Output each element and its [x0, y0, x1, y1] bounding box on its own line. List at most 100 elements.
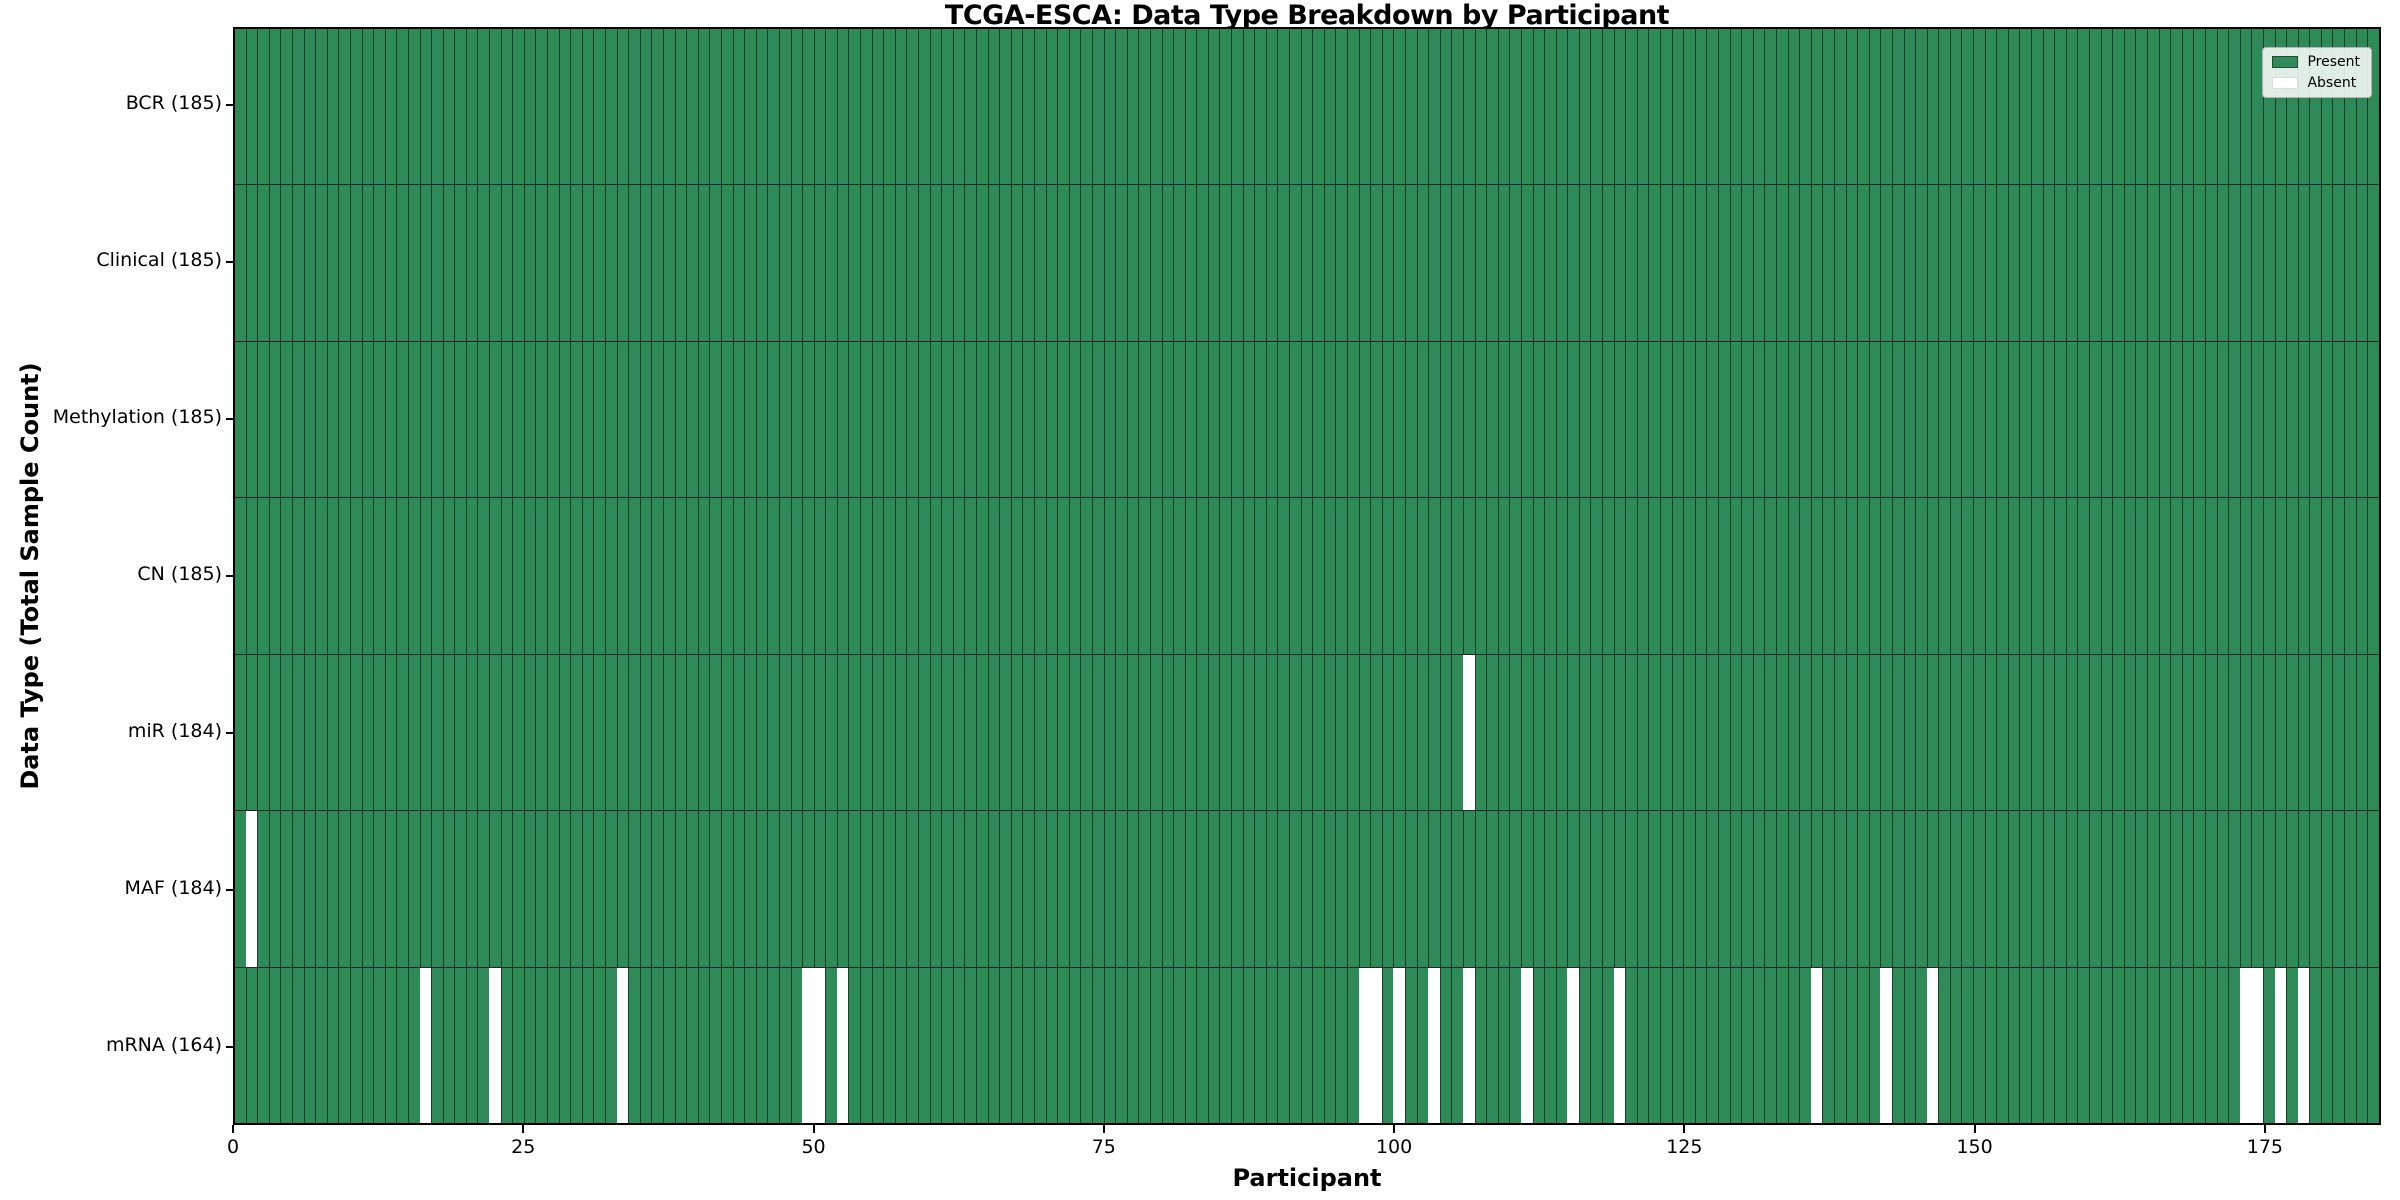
cell-BCR-52 — [836, 29, 849, 185]
cell-miR-90 — [1277, 654, 1290, 811]
cell-MAF-27 — [547, 811, 559, 967]
cell-Clinical-28 — [558, 185, 571, 341]
cell-miR-98 — [1370, 654, 1382, 811]
cell-Methylation-38 — [674, 341, 687, 498]
cell-mRNA-1 — [245, 967, 258, 1123]
cell-Clinical-59 — [918, 185, 930, 341]
cell-mRNA-160 — [2089, 967, 2101, 1123]
cell-CN-18 — [442, 498, 455, 654]
cell-miR-40 — [697, 654, 710, 811]
heatmap-row-mRNA — [235, 967, 2379, 1123]
cell-CN-137 — [1822, 498, 1834, 654]
cell-Methylation-50 — [813, 341, 826, 498]
cell-Clinical-32 — [605, 185, 617, 341]
cell-Methylation-88 — [1254, 341, 1266, 498]
cell-miR-11 — [361, 654, 374, 811]
cell-BCR-47 — [778, 29, 791, 185]
cell-Methylation-54 — [860, 341, 872, 498]
cell-BCR-19 — [454, 29, 466, 185]
cell-MAF-70 — [1045, 811, 1058, 967]
cell-miR-147 — [1938, 654, 1950, 811]
cell-CN-163 — [2123, 498, 2136, 654]
cell-miR-97 — [1358, 654, 1371, 811]
cell-miR-117 — [1590, 654, 1603, 811]
cell-BCR-14 — [396, 29, 408, 185]
cell-CN-96 — [1347, 498, 1359, 654]
cell-miR-86 — [1231, 654, 1243, 811]
cell-BCR-22 — [489, 29, 501, 185]
cell-MAF-154 — [2019, 811, 2032, 967]
cell-MAF-40 — [697, 811, 710, 967]
cell-mRNA-5 — [291, 967, 304, 1123]
y-tick-mark-MAF — [226, 888, 233, 891]
cell-Clinical-54 — [860, 185, 872, 341]
cell-mRNA-145 — [1915, 967, 1927, 1123]
cell-MAF-16 — [419, 811, 432, 967]
cell-CN-82 — [1184, 498, 1197, 654]
cell-Clinical-65 — [987, 185, 1000, 341]
cell-Clinical-158 — [2065, 185, 2078, 341]
x-tick-label-125: 125 — [1666, 1136, 1703, 1158]
cell-miR-106 — [1462, 654, 1475, 811]
cell-mRNA-115 — [1567, 967, 1579, 1123]
cell-CN-90 — [1277, 498, 1290, 654]
cell-miR-120 — [1625, 654, 1637, 811]
heatmap-matrix — [235, 29, 2379, 1123]
cell-CN-7 — [315, 498, 327, 654]
cell-BCR-38 — [674, 29, 687, 185]
cell-Methylation-122 — [1648, 341, 1661, 498]
cell-BCR-80 — [1161, 29, 1174, 185]
cell-BCR-126 — [1694, 29, 1707, 185]
cell-miR-140 — [1857, 654, 1869, 811]
cell-MAF-50 — [813, 811, 826, 967]
y-tick-label-BCR: BCR (185) — [125, 92, 222, 115]
cell-miR-91 — [1289, 654, 1301, 811]
cell-Methylation-51 — [825, 341, 837, 498]
cell-MAF-90 — [1277, 811, 1290, 967]
cell-CN-107 — [1474, 498, 1487, 654]
cell-CN-5 — [291, 498, 304, 654]
cell-Clinical-139 — [1845, 185, 1858, 341]
cell-CN-46 — [767, 498, 779, 654]
cell-MAF-75 — [1103, 811, 1116, 967]
cell-CN-172 — [2228, 498, 2240, 654]
cell-BCR-127 — [1706, 29, 1718, 185]
cell-CN-31 — [593, 498, 605, 654]
cell-CN-117 — [1590, 498, 1603, 654]
cell-mRNA-81 — [1173, 967, 1185, 1123]
cell-miR-52 — [836, 654, 849, 811]
cell-Methylation-111 — [1520, 341, 1533, 498]
cell-Methylation-143 — [1891, 341, 1904, 498]
cell-Clinical-3 — [268, 185, 281, 341]
x-tick-mark-125 — [1683, 1125, 1686, 1133]
cell-CN-147 — [1938, 498, 1950, 654]
cell-miR-128 — [1718, 654, 1730, 811]
cell-CN-159 — [2077, 498, 2089, 654]
cell-CN-79 — [1149, 498, 1162, 654]
legend-item-present: Present — [2272, 55, 2360, 69]
cell-BCR-93 — [1312, 29, 1324, 185]
cell-Clinical-4 — [280, 185, 292, 341]
cell-CN-4 — [280, 498, 292, 654]
cell-BCR-24 — [512, 29, 524, 185]
cell-mRNA-14 — [396, 967, 408, 1123]
cell-mRNA-108 — [1486, 967, 1498, 1123]
cell-MAF-92 — [1300, 811, 1313, 967]
cell-Clinical-13 — [384, 185, 397, 341]
cell-Methylation-154 — [2019, 341, 2032, 498]
cell-BCR-139 — [1845, 29, 1858, 185]
cell-Methylation-98 — [1370, 341, 1382, 498]
cell-CN-39 — [686, 498, 698, 654]
cell-MAF-157 — [2054, 811, 2066, 967]
cell-mRNA-59 — [918, 967, 930, 1123]
cell-Methylation-1 — [245, 341, 258, 498]
cell-CN-58 — [906, 498, 919, 654]
cell-MAF-64 — [976, 811, 988, 967]
cell-Methylation-61 — [941, 341, 953, 498]
cell-miR-102 — [1416, 654, 1429, 811]
cell-MAF-85 — [1219, 811, 1232, 967]
cell-miR-9 — [338, 654, 350, 811]
cell-CN-176 — [2274, 498, 2287, 654]
cell-Clinical-146 — [1926, 185, 1939, 341]
cell-BCR-152 — [1996, 29, 2008, 185]
